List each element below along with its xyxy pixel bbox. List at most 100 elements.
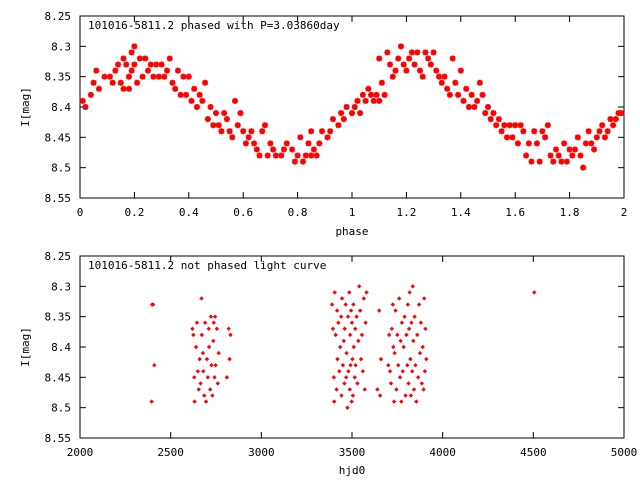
data-point bbox=[401, 344, 406, 350]
data-point bbox=[338, 314, 344, 319]
data-point bbox=[131, 61, 138, 68]
data-point bbox=[242, 140, 249, 147]
data-point bbox=[209, 363, 214, 368]
data-point bbox=[376, 97, 383, 104]
data-point bbox=[190, 326, 195, 331]
data-point bbox=[194, 320, 200, 325]
data-point bbox=[612, 116, 619, 123]
data-point bbox=[533, 140, 540, 147]
data-point bbox=[400, 61, 407, 68]
data-point bbox=[324, 134, 331, 141]
data-point bbox=[245, 134, 252, 141]
data-point bbox=[357, 284, 362, 289]
data-point bbox=[125, 73, 132, 80]
data-point bbox=[234, 122, 241, 129]
data-point bbox=[373, 91, 380, 98]
data-point bbox=[342, 326, 347, 331]
data-point bbox=[335, 122, 342, 129]
data-point bbox=[188, 97, 195, 104]
data-point bbox=[493, 122, 500, 129]
data-point bbox=[300, 158, 307, 165]
data-point bbox=[351, 344, 357, 350]
data-point bbox=[191, 332, 196, 338]
data-point bbox=[544, 122, 551, 129]
data-point bbox=[354, 97, 361, 104]
y-tick-label: 8.45 bbox=[45, 371, 72, 384]
data-point bbox=[196, 387, 201, 392]
data-point bbox=[226, 326, 231, 331]
data-point bbox=[514, 140, 521, 147]
data-point bbox=[400, 369, 405, 374]
y-tick-label: 8.55 bbox=[45, 432, 72, 445]
data-point bbox=[392, 67, 399, 74]
data-point bbox=[405, 363, 410, 368]
data-point bbox=[418, 320, 424, 325]
data-point bbox=[407, 290, 412, 295]
data-point bbox=[396, 363, 401, 368]
data-point bbox=[523, 152, 530, 159]
y-axis-label: I[mag] bbox=[19, 87, 32, 127]
y-axis-label: I[mag] bbox=[19, 327, 32, 367]
data-point bbox=[281, 146, 287, 153]
data-point bbox=[96, 85, 103, 92]
data-point bbox=[357, 308, 363, 313]
data-point bbox=[457, 67, 464, 74]
data-point bbox=[164, 67, 171, 74]
data-point bbox=[465, 104, 472, 110]
data-point bbox=[199, 97, 206, 104]
data-point bbox=[471, 104, 478, 110]
data-point bbox=[490, 110, 497, 117]
x-tick-label: 1.4 bbox=[451, 206, 471, 219]
data-point bbox=[495, 116, 502, 123]
data-point bbox=[213, 110, 219, 117]
data-point bbox=[139, 73, 146, 80]
data-point bbox=[101, 73, 108, 80]
y-tick-label: 8.35 bbox=[45, 71, 72, 84]
data-point bbox=[347, 387, 353, 392]
data-point bbox=[607, 116, 614, 123]
data-points bbox=[79, 43, 625, 171]
data-point bbox=[106, 73, 113, 80]
data-point bbox=[128, 67, 135, 74]
data-point bbox=[419, 73, 426, 80]
data-point bbox=[193, 344, 199, 350]
data-point bbox=[192, 375, 197, 380]
y-tick-label: 8.4 bbox=[51, 341, 71, 354]
data-point bbox=[370, 97, 377, 104]
data-point bbox=[368, 91, 375, 98]
data-point bbox=[360, 369, 366, 374]
data-point bbox=[351, 104, 358, 110]
data-point bbox=[338, 344, 343, 350]
data-point bbox=[391, 399, 397, 404]
data-point bbox=[261, 122, 268, 129]
data-point bbox=[227, 356, 232, 362]
x-tick-label: 3000 bbox=[248, 446, 275, 459]
data-point bbox=[278, 152, 285, 159]
data-point bbox=[482, 110, 489, 117]
data-point bbox=[413, 363, 418, 368]
data-point bbox=[498, 128, 505, 135]
data-point bbox=[294, 152, 301, 159]
data-point bbox=[223, 116, 230, 123]
data-point bbox=[232, 97, 239, 104]
data-point bbox=[152, 363, 157, 368]
data-point bbox=[264, 152, 271, 159]
data-point bbox=[412, 314, 417, 319]
data-point bbox=[476, 79, 483, 86]
data-point bbox=[358, 356, 364, 362]
data-point bbox=[377, 393, 383, 398]
data-point bbox=[618, 110, 625, 117]
data-point bbox=[532, 290, 537, 295]
data-point bbox=[396, 296, 402, 301]
data-point bbox=[388, 381, 394, 386]
data-point bbox=[297, 134, 304, 141]
data-point bbox=[203, 399, 209, 404]
data-point bbox=[415, 332, 420, 338]
data-point bbox=[226, 128, 233, 135]
data-point bbox=[512, 122, 519, 129]
data-point bbox=[319, 128, 326, 135]
data-point bbox=[136, 55, 143, 62]
data-point bbox=[415, 375, 421, 380]
data-point bbox=[333, 332, 338, 338]
data-point bbox=[153, 61, 160, 68]
